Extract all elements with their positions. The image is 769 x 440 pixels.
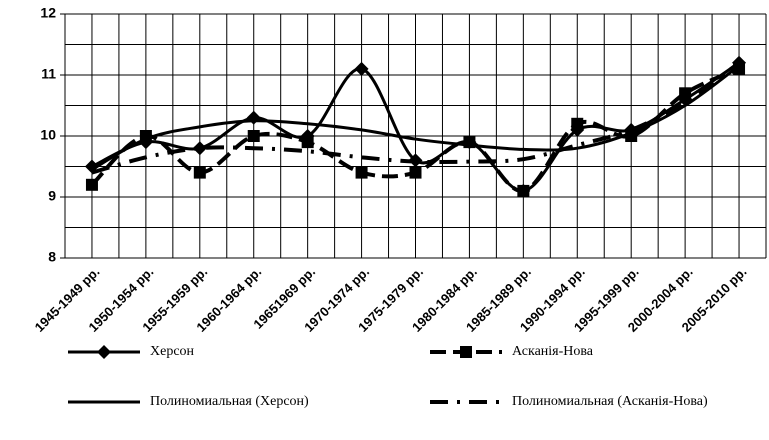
legend-label: Асканія-Нова xyxy=(512,344,594,359)
marker-square xyxy=(355,166,368,179)
marker-diamond xyxy=(354,61,369,76)
marker-square xyxy=(193,166,206,179)
y-tick-label: 12 xyxy=(40,5,56,21)
marker-square xyxy=(247,130,260,142)
marker-diamond xyxy=(97,345,111,359)
legend-label: Полиномиальная (Асканія-Нова) xyxy=(512,394,708,409)
marker-diamond xyxy=(246,110,261,125)
marker-square xyxy=(301,136,314,149)
series-line xyxy=(91,64,740,171)
y-tick-label: 9 xyxy=(48,188,56,204)
marker-diamond xyxy=(192,141,207,156)
series-line xyxy=(91,61,741,175)
marker-square xyxy=(517,184,530,197)
y-tick-label: 8 xyxy=(48,249,56,265)
marker-square xyxy=(85,178,98,191)
marker-square xyxy=(571,117,584,130)
y-tick-label: 10 xyxy=(40,127,56,143)
marker-square xyxy=(409,166,422,179)
marker-square xyxy=(679,87,692,100)
y-tick-label: 11 xyxy=(41,66,56,82)
legend-label: Херсон xyxy=(150,344,195,359)
marker-square xyxy=(460,346,472,358)
legend-label: Полиномиальная (Херсон) xyxy=(150,394,309,409)
